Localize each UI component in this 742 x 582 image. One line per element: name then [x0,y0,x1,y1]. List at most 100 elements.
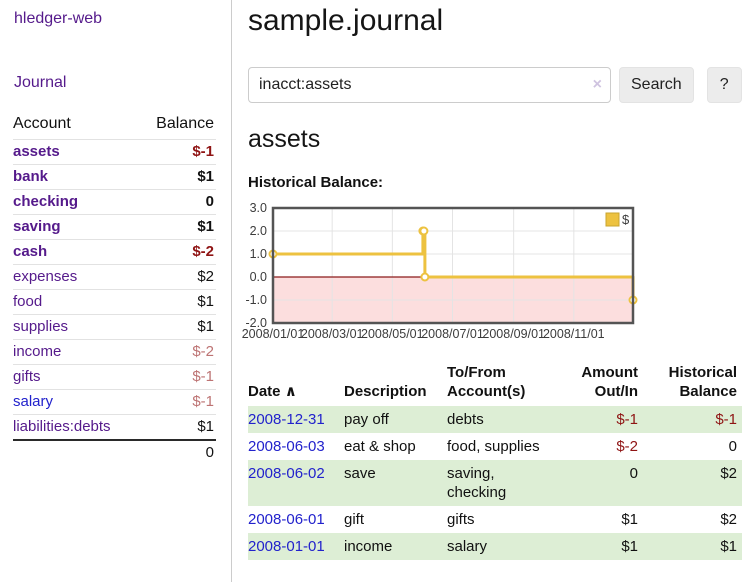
register-balance: 0 [728,438,737,455]
legend-label: $ [622,212,630,227]
svg-text:2.0: 2.0 [250,224,267,238]
table-row: checking 0 [13,189,216,215]
svg-text:-1.0: -1.0 [245,293,267,307]
account-heading: assets [248,125,321,153]
register-amount: $-1 [616,411,638,428]
register-balance: $-1 [715,411,737,428]
search-box: × [248,67,611,103]
register-date-link[interactable]: 2008-06-03 [248,438,325,455]
register-date-link[interactable]: 2008-01-01 [248,538,325,555]
register-amount: $1 [621,538,638,555]
table-row: income $-2 [13,339,216,365]
search-bar: × Search ? [248,67,742,103]
account-link-assets[interactable]: assets [13,143,60,160]
register-description: save [344,465,376,482]
register-description: eat & shop [344,438,416,455]
table-row: expenses $2 [13,264,216,290]
account-column-header: Account [13,115,71,132]
app-title-link[interactable]: hledger-web [14,10,103,27]
table-row: saving $1 [13,214,216,240]
register-balance: $2 [720,511,737,528]
svg-text:2008/09/01: 2008/09/01 [482,327,545,341]
register-amount: 0 [629,465,638,482]
register-date-link[interactable]: 2008-06-01 [248,511,325,528]
amount-column-header: Amount Out/In [581,364,638,400]
svg-text:-2.0: -2.0 [245,316,267,330]
table-row: bank $1 [13,164,216,190]
register-date-link[interactable]: 2008-12-31 [248,411,325,428]
search-button[interactable]: Search [619,67,694,103]
svg-text:2008/05/01: 2008/05/01 [361,327,424,341]
table-row: cash $-2 [13,239,216,265]
data-point [420,272,430,282]
sidebar-item-journal[interactable]: Journal [14,74,67,91]
svg-text:0.0: 0.0 [250,270,267,284]
date-column-header[interactable]: Date ∧ [248,383,297,400]
account-link-gifts[interactable]: gifts [13,368,41,385]
account-link-bank[interactable]: bank [13,168,49,185]
svg-text:1.0: 1.0 [250,247,267,261]
register-description: income [344,538,393,555]
register-accounts: saving, checking [447,465,507,501]
register-accounts: debts [447,411,484,428]
table-row: supplies $1 [13,314,216,340]
balance-column-header: Balance [156,115,214,132]
search-input[interactable] [248,67,611,103]
account-balance: $-2 [138,239,216,265]
account-link-liabilities-debts[interactable]: liabilities:debts [13,418,111,435]
historical-balance-chart: 3.0 2.0 1.0 0.0 -1.0 -2.0 2008/01/01 2008/03/01… [242,201,742,346]
account-balance: $1 [138,314,216,340]
help-button[interactable]: ? [706,67,742,103]
legend-swatch [605,212,620,227]
account-balance: 0 [138,189,216,215]
account-link-checking[interactable]: checking [13,193,79,210]
account-balance: $1 [138,214,216,240]
register-amount: $-2 [616,438,638,455]
table-row: 2008-06-02 save saving, checking 0 $2 [248,460,742,506]
svg-text:2008/11/01: 2008/11/01 [543,327,605,341]
clear-search-icon[interactable]: × [592,76,602,93]
sort-ascending-icon: ∧ [284,383,297,400]
table-row: 2008-06-01 gift gifts $1 $2 [248,506,742,533]
table-row: 2008-01-01 income salary $1 $1 [248,533,742,560]
register-balance: $2 [720,465,737,482]
sidebar: hledger-web Journal Account Balance asse… [0,0,232,582]
table-row: assets $-1 [13,139,216,165]
svg-text:2008/03/01: 2008/03/01 [301,327,364,341]
register-balance: $1 [720,538,737,555]
account-link-salary[interactable]: salary [13,393,54,410]
table-row: 2008-12-31 pay off debts $-1 $-1 [248,406,742,433]
main-content: sample.journal × Search ? assets Histori… [242,0,742,560]
account-balance: $1 [138,289,216,315]
account-link-food[interactable]: food [13,293,43,310]
register-accounts: gifts [447,511,475,528]
chart-title: Historical Balance: [248,174,384,191]
total-balance: 0 [138,439,216,465]
register-date-link[interactable]: 2008-06-02 [248,465,325,482]
table-row: gifts $-1 [13,364,216,390]
account-link-supplies[interactable]: supplies [13,318,69,335]
table-row: salary $-1 [13,389,216,415]
account-balance: $-1 [138,389,216,415]
balance-column-header: Historical Balance [668,364,737,400]
account-link-expenses[interactable]: expenses [13,268,78,285]
register-description: pay off [344,411,389,428]
register-accounts: food, supplies [447,438,540,455]
account-balance: $1 [138,164,216,190]
table-row: liabilities:debts $1 [13,414,216,440]
svg-text:2008/07/01: 2008/07/01 [421,327,484,341]
register-amount: $1 [621,511,638,528]
accounts-column-header: To/From Account(s) [447,364,526,400]
description-column-header: Description [344,383,427,400]
account-balance: $-1 [138,139,216,165]
table-row: food $1 [13,289,216,315]
account-balance: $-1 [138,364,216,390]
account-link-cash[interactable]: cash [13,243,48,260]
chart-canvas: 3.0 2.0 1.0 0.0 -1.0 -2.02008/01/012008/03/01… [242,201,638,341]
account-link-saving[interactable]: saving [13,218,61,235]
account-balance: $2 [138,264,216,290]
svg-text:3.0: 3.0 [250,201,267,215]
account-link-income[interactable]: income [13,343,62,360]
total-row: 0 [13,439,216,465]
data-point [419,226,429,236]
